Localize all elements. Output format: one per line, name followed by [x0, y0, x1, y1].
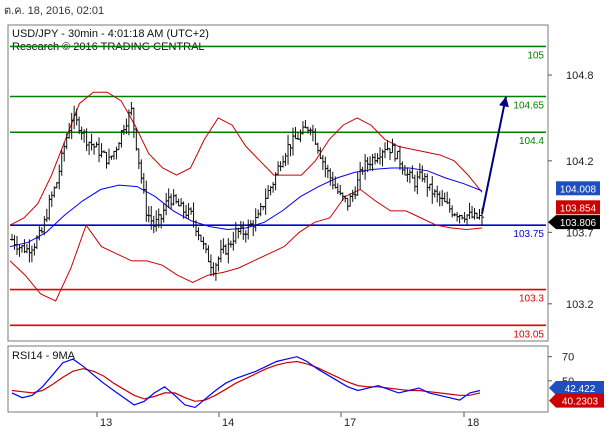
x-tick-label: 13 [100, 417, 112, 429]
indicators-layer [9, 91, 509, 302]
rsi-tag-mid_box: 40.2303 [549, 393, 604, 408]
price-tag-upper_box: 104.008 [556, 181, 600, 196]
projection-arrow-head [499, 96, 509, 108]
price-tag-box [556, 200, 600, 215]
price-tag-box [556, 181, 600, 196]
price-tag-label: 103.806 [560, 218, 597, 229]
price-tag-price_box: 103.806 [548, 215, 600, 230]
rsi-title: RSI14 - 9MA [12, 350, 76, 362]
rsi-tag-box [549, 393, 604, 408]
level-label: 103.75 [513, 229, 544, 240]
level-label: 103.05 [513, 329, 544, 340]
rsi-ma-line [11, 360, 481, 402]
x-tick-label: 18 [467, 417, 479, 429]
rsi-tag-box [549, 380, 604, 395]
price-tag-label: 103.854 [560, 203, 597, 214]
rsi-panel [7, 345, 549, 413]
rsi-tag-label: 42.422 [565, 384, 596, 395]
rsi-layer [11, 356, 481, 409]
x-tick-label: 14 [222, 417, 234, 429]
rsi-tag-label: 40.2303 [562, 397, 599, 408]
symbol-title: USD/JPY - 30min - 4:01:18 AM (UTC+2) [12, 28, 209, 40]
rsi-tag-upper_box: 42.422 [549, 380, 604, 395]
tags-layer: 104.008 103.854 103.806 42.422 40.2303 [548, 181, 604, 408]
y-tick-label: 103.2 [566, 299, 594, 311]
levels-layer: 105 104.65 104.4 103.75 103.3 103.05 [10, 45, 546, 340]
candles-layer [10, 101, 484, 281]
price-tag-label: 104.008 [560, 184, 597, 195]
price-tag-box [548, 215, 600, 230]
level-label: 104.4 [519, 136, 544, 147]
date-label: ต.ค. 18, 2016, 02:01 [4, 5, 104, 17]
rsi-line [11, 356, 481, 409]
price-panel [7, 24, 549, 342]
level-label: 105 [527, 50, 544, 61]
moving-average-line [9, 167, 483, 248]
bollinger-lower-line [9, 188, 483, 302]
projection-arrow-line [481, 96, 507, 214]
y-tick-label: 104.2 [566, 156, 594, 168]
rsi-y-tick-label: 70 [562, 352, 574, 364]
y-tick-label: 104.8 [566, 70, 594, 82]
x-tick-label: 17 [344, 417, 356, 429]
y-tick-label: 103.7 [566, 227, 594, 239]
price-tag-mid_box: 103.854 [556, 200, 600, 215]
bollinger-upper-line [9, 91, 483, 226]
level-label: 103.3 [519, 294, 544, 305]
level-label: 104.65 [513, 100, 544, 111]
